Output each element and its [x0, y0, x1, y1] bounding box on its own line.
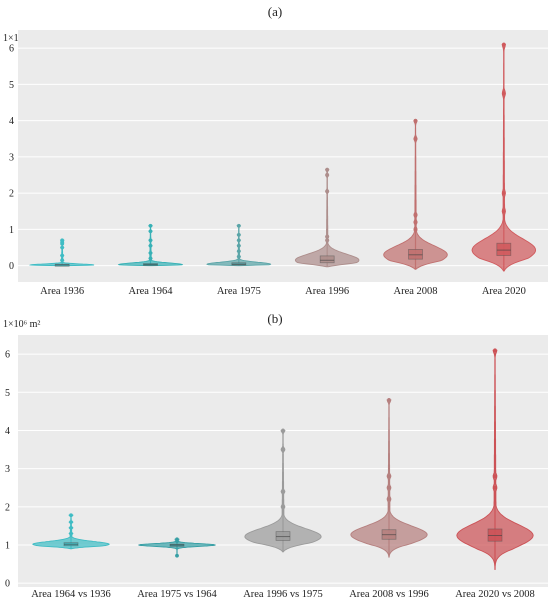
outlier-point — [493, 485, 497, 490]
y-unit-label: 1×10⁶ m² — [3, 319, 40, 330]
iqr-box — [408, 249, 423, 260]
outlier-point — [175, 537, 179, 542]
outlier-point — [236, 223, 241, 228]
outlier-point — [236, 243, 241, 248]
outlier-point — [236, 254, 241, 259]
outlier-point — [413, 118, 418, 123]
iqr-box — [275, 531, 291, 541]
x-tick-label: Area 1936 — [40, 286, 84, 297]
x-tick-label: Area 1975 vs 1964 — [137, 589, 217, 600]
outlier-point — [69, 531, 73, 536]
y-tick-label: 6 — [9, 44, 14, 55]
outlier-point — [236, 238, 241, 243]
y-tick-label: 5 — [9, 80, 14, 91]
iqr-box — [319, 255, 335, 264]
outlier-point — [60, 238, 65, 243]
outlier-point — [325, 173, 330, 177]
violin-area-1975-vs-1964 — [138, 537, 216, 558]
y-tick-label: 1 — [9, 225, 14, 236]
outlier-point — [325, 238, 330, 243]
panel-title: (a) — [268, 4, 282, 19]
violin-area-2008 — [383, 118, 448, 270]
outlier-point — [387, 497, 391, 502]
outlier-point — [60, 245, 65, 250]
outlier-point — [501, 209, 506, 214]
violin-area-1964 — [117, 223, 184, 267]
plot-background — [18, 30, 548, 282]
y-tick-label: 4 — [9, 116, 14, 127]
outlier-point — [413, 212, 418, 217]
outlier-point — [148, 229, 153, 234]
outlier-point — [60, 258, 65, 263]
outlier-point — [281, 504, 285, 509]
iqr-box — [496, 242, 512, 256]
x-tick-label: Area 1964 vs 1936 — [31, 589, 111, 600]
outlier-point — [148, 251, 153, 255]
x-tick-label: Area 1964 — [128, 286, 173, 297]
x-tick-label: Area 2020 vs 2008 — [455, 589, 535, 600]
outlier-point — [148, 243, 153, 248]
outlier-point — [387, 485, 391, 490]
y-tick-label: 5 — [5, 388, 10, 399]
outlier-point — [69, 520, 73, 525]
outlier-point — [148, 256, 153, 261]
y-tick-label: 1 — [5, 541, 10, 552]
outlier-point — [281, 428, 285, 433]
y-tick-label: 3 — [9, 152, 14, 163]
y-tick-label: 2 — [5, 502, 10, 513]
chart-panel-b: (b) 1×10⁶ m² 0 1 2 3 4 5 6 Area 1964 vs 1936 Area … — [3, 311, 548, 600]
outlier-point — [281, 447, 285, 452]
outlier-point — [387, 474, 391, 479]
outlier-point — [501, 91, 506, 96]
outlier-point — [60, 253, 65, 258]
x-tick-label: Area 1996 — [305, 286, 349, 297]
x-tick-label: Area 1996 vs 1975 — [243, 589, 323, 600]
outlier-point — [325, 189, 330, 194]
outlier-point — [148, 223, 153, 228]
outlier-point — [69, 525, 73, 530]
outlier-point — [413, 136, 418, 141]
violin-area-2020-vs-2008 — [456, 348, 534, 570]
y-tick-label: 2 — [9, 189, 14, 200]
x-tick-label: Area 2020 — [482, 286, 526, 297]
y-tick-label: 3 — [5, 464, 10, 475]
y-tick-label: 0 — [9, 261, 14, 272]
outlier-point — [281, 489, 285, 494]
violin-area-1964-vs-1936 — [32, 513, 110, 550]
outlier-point — [148, 238, 153, 243]
outlier-point — [493, 474, 497, 479]
x-tick-label: Area 2008 — [393, 286, 437, 297]
violin-area-2020 — [471, 42, 537, 272]
violin-area-1996 — [294, 167, 360, 268]
violin-area-1996-vs-1975 — [244, 428, 322, 553]
outlier-point — [236, 232, 241, 237]
y-tick-label: 4 — [5, 426, 10, 437]
outlier-point — [236, 249, 241, 254]
outlier-point — [501, 42, 506, 47]
x-tick-label: Area 2008 vs 1996 — [349, 589, 429, 600]
panel-title: (b) — [267, 311, 282, 326]
outlier-point — [325, 167, 330, 172]
outlier-point — [325, 234, 330, 239]
x-tick-label: Area 1975 — [217, 286, 261, 297]
y-tick-label: 0 — [5, 579, 10, 590]
outlier-point — [413, 227, 418, 232]
outlier-point — [493, 348, 497, 353]
violin-area-1975 — [206, 223, 272, 267]
outlier-point — [387, 397, 391, 402]
y-tick-label: 6 — [5, 350, 10, 361]
outlier-point — [69, 513, 73, 518]
outlier-point — [501, 191, 506, 196]
outlier-point — [413, 220, 418, 225]
violin-area-2008-vs-1996 — [350, 397, 428, 558]
outlier-point — [175, 553, 179, 558]
violin-area-1936 — [28, 238, 95, 267]
